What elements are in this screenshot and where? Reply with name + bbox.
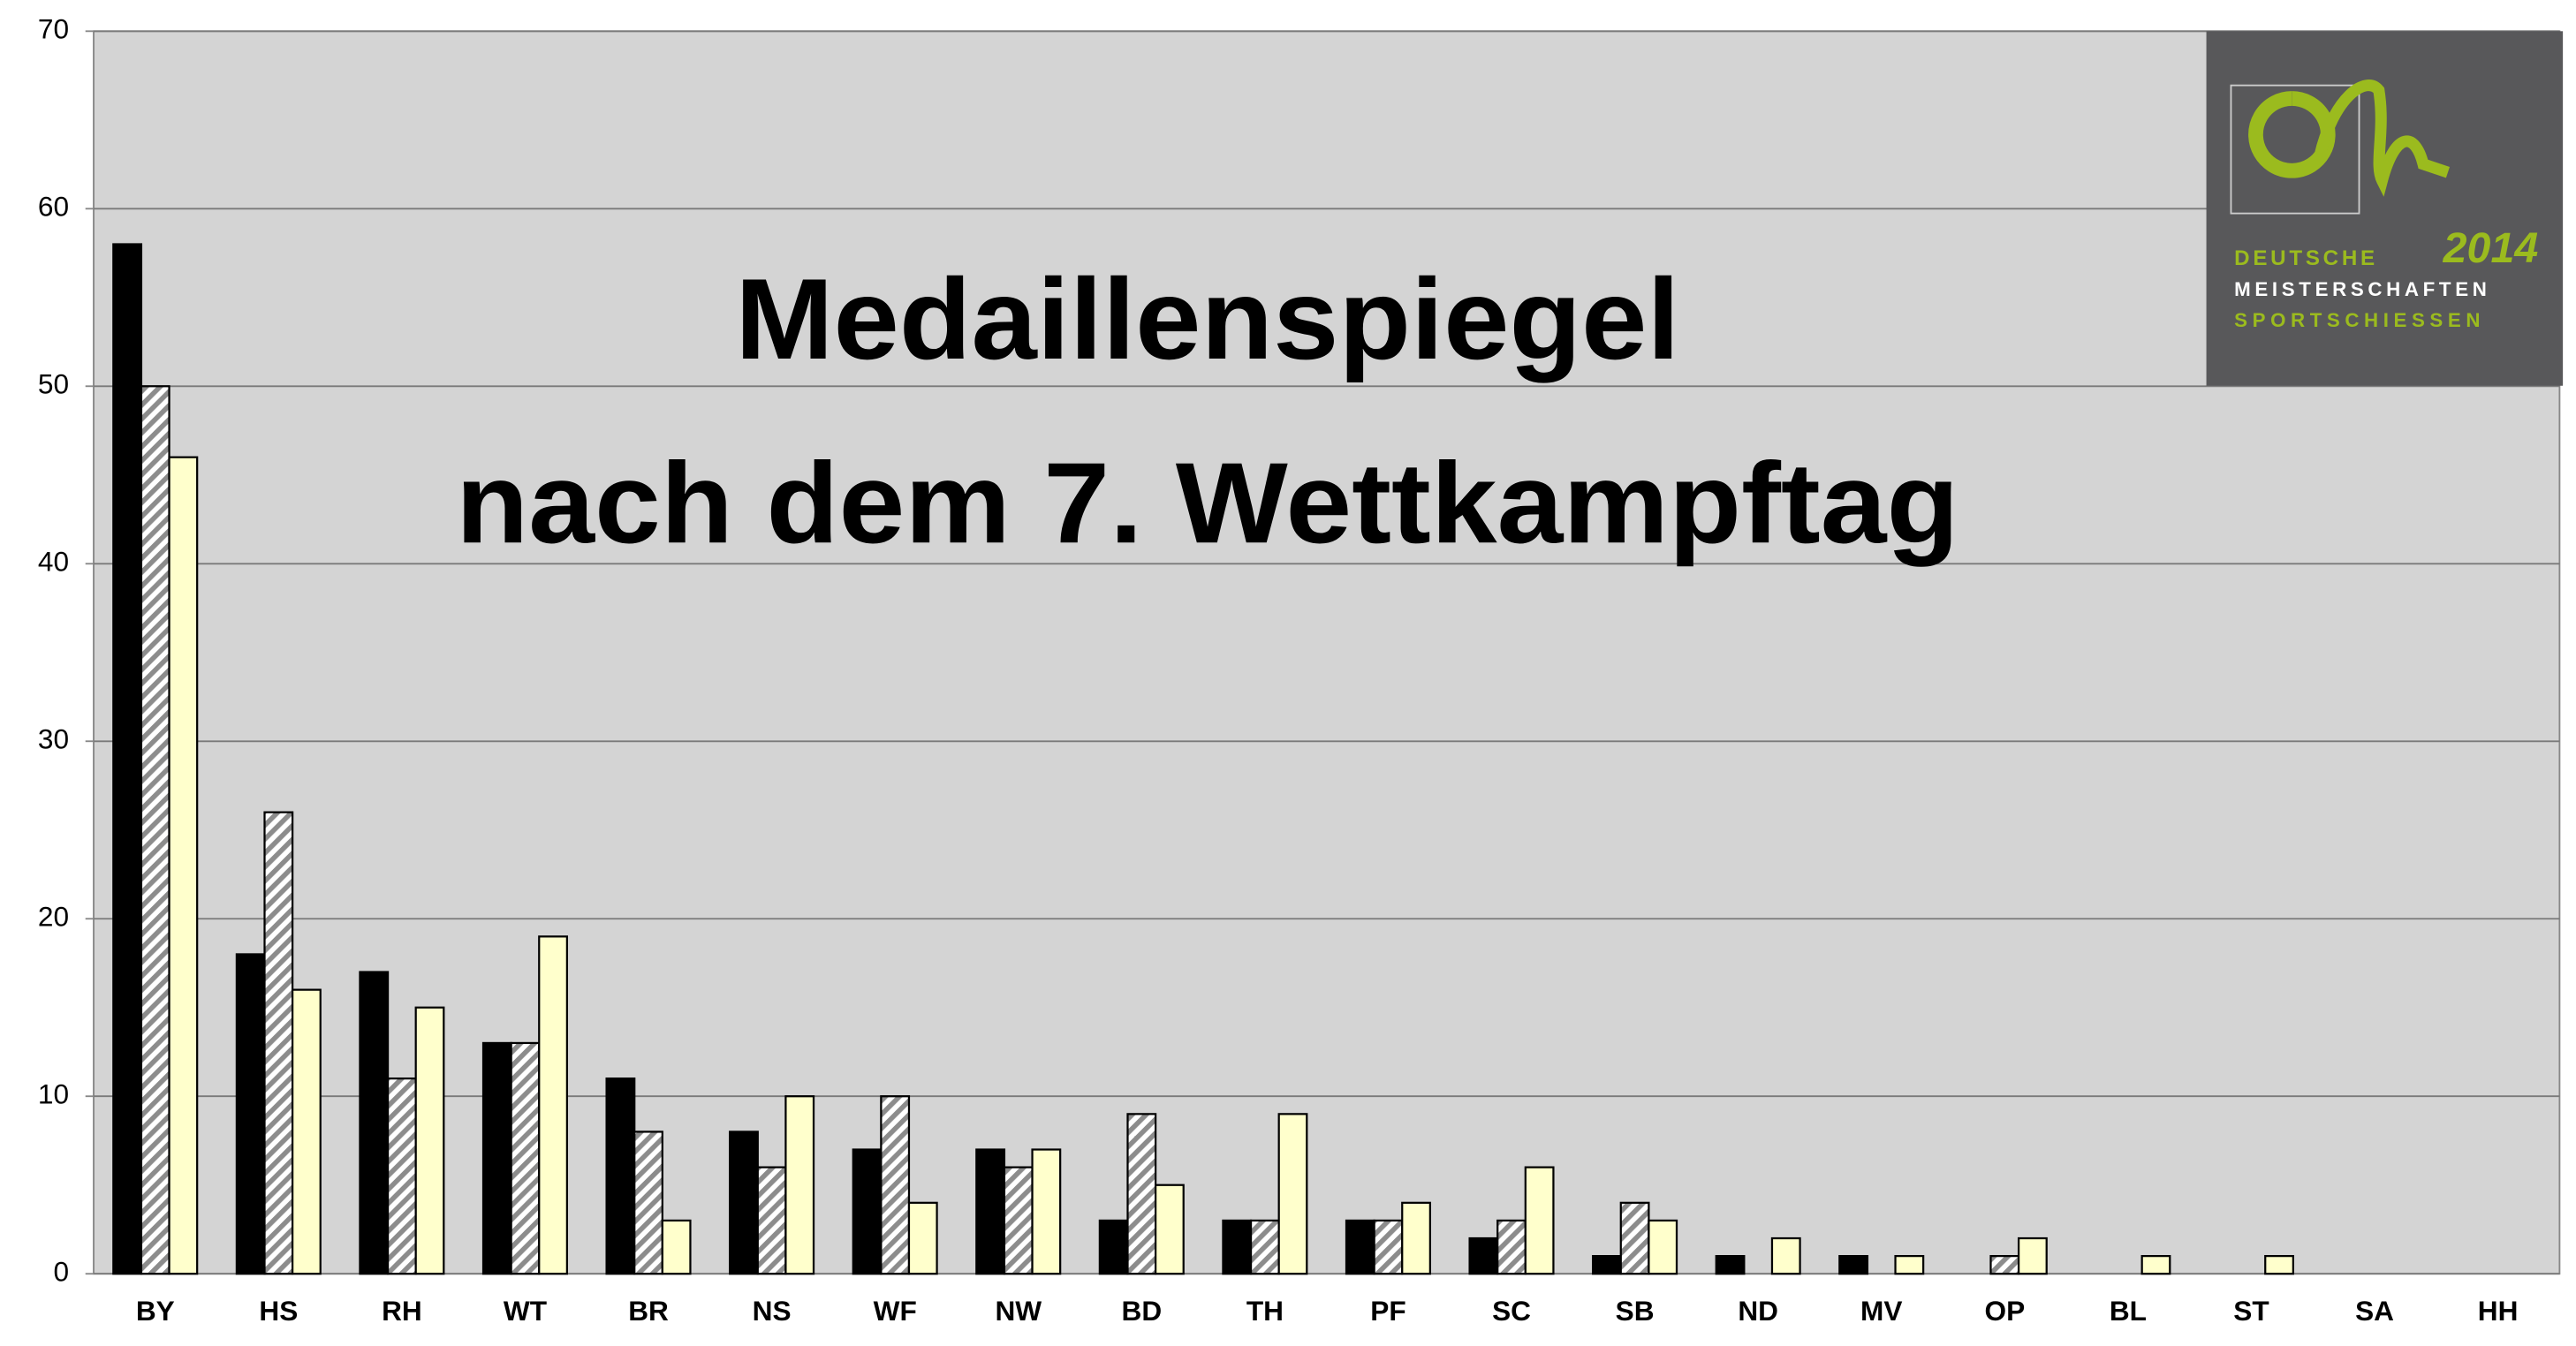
y-tick-label: 70 [38,13,69,45]
x-tick-label: PF [1370,1295,1405,1327]
y-tick-label: 50 [38,368,69,400]
bar [1098,1219,1129,1275]
bar [1126,1113,1157,1275]
bar [2140,1255,2171,1275]
logo: DEUTSCHE 2014 MEISTERSCHAFTEN SPORTSCHIE… [2206,31,2564,386]
bar [1373,1219,1404,1275]
bar [1401,1201,1431,1275]
logo-o [2248,91,2336,178]
x-tick-label: WF [874,1295,917,1327]
bar [263,811,294,1275]
logo-text: MEISTERSCHAFTEN [2234,278,2490,300]
y-tick-label: 20 [38,901,69,933]
x-tick-label: ST [2233,1295,2269,1327]
x-tick-label: BD [1122,1295,1163,1327]
bar [1648,1219,1678,1275]
bar [538,935,568,1275]
bar [140,385,170,1275]
x-tick-label: RH [382,1295,422,1327]
bar [235,953,266,1275]
bar [605,1078,636,1275]
bar [729,1130,759,1275]
x-tick-label: SA [2355,1295,2394,1327]
bar [1894,1255,1925,1275]
bar [1154,1183,1185,1275]
x-tick-label: OP [1985,1295,2026,1327]
bar [2017,1236,2048,1275]
bar [880,1095,911,1275]
x-tick-label: WT [504,1295,547,1327]
x-tick-label: MV [1860,1295,1902,1327]
x-tick-label: ND [1738,1295,1778,1327]
y-tick-label: 0 [54,1256,70,1288]
y-tick-label: 10 [38,1078,69,1110]
bar [1524,1166,1555,1275]
bar [1031,1148,1062,1275]
x-tick-label: HS [259,1295,298,1327]
logo-text: DEUTSCHE [2234,246,2378,270]
bar [1989,1255,2020,1275]
logo-text: SPORTSCHIESSEN [2234,309,2485,331]
bar [414,1006,445,1275]
bar [975,1148,1006,1275]
y-tick-label: 60 [38,191,69,223]
x-tick-label: BL [2110,1295,2147,1327]
bar [481,1041,512,1275]
x-tick-label: NS [753,1295,792,1327]
bar [852,1148,883,1275]
bar [1003,1166,1034,1275]
bar [510,1041,541,1275]
x-tick-label: TH [1246,1295,1284,1327]
logo-year: 2014 [2443,224,2539,272]
bar [907,1201,938,1275]
logo-frame [2230,84,2360,215]
grid: 0 10 20 30 40 50 60 70 BY HS RH WT BR NS WF NW BD TH PF SC S… [38,13,2560,1327]
bars [112,243,2294,1275]
chart-title: nach dem 7. Wettkampftag [456,438,1959,567]
chart-title: Medaillenspiegel [735,254,1679,383]
bar [1715,1255,1746,1275]
bar [292,988,322,1275]
bar [2264,1255,2294,1275]
x-tick-label: BY [136,1295,175,1327]
logo-m [2314,79,2451,197]
bar [633,1130,663,1275]
bar [168,456,199,1275]
bar [1496,1219,1527,1275]
bar [1249,1219,1280,1275]
x-tick-label: HH [2478,1295,2519,1327]
bar [1345,1219,1375,1275]
x-tick-label: NW [995,1295,1042,1327]
logo-background [2206,31,2564,386]
bar [1619,1201,1650,1275]
bar [661,1219,692,1275]
bar [1592,1255,1622,1275]
bar [359,971,390,1275]
plot-area [93,30,2561,1275]
bar [784,1095,815,1275]
x-tick-label: SB [1616,1295,1655,1327]
bar [386,1078,417,1275]
bar [1838,1255,1869,1275]
bar [1277,1113,1308,1275]
x-tick-label: SC [1492,1295,1531,1327]
bar [1770,1236,1801,1275]
bar [756,1166,787,1275]
x-tick-label: BR [628,1295,669,1327]
y-tick-label: 40 [38,546,69,578]
bar [1222,1219,1253,1275]
bar [112,243,143,1275]
bar [1468,1236,1499,1275]
y-tick-label: 30 [38,723,69,755]
